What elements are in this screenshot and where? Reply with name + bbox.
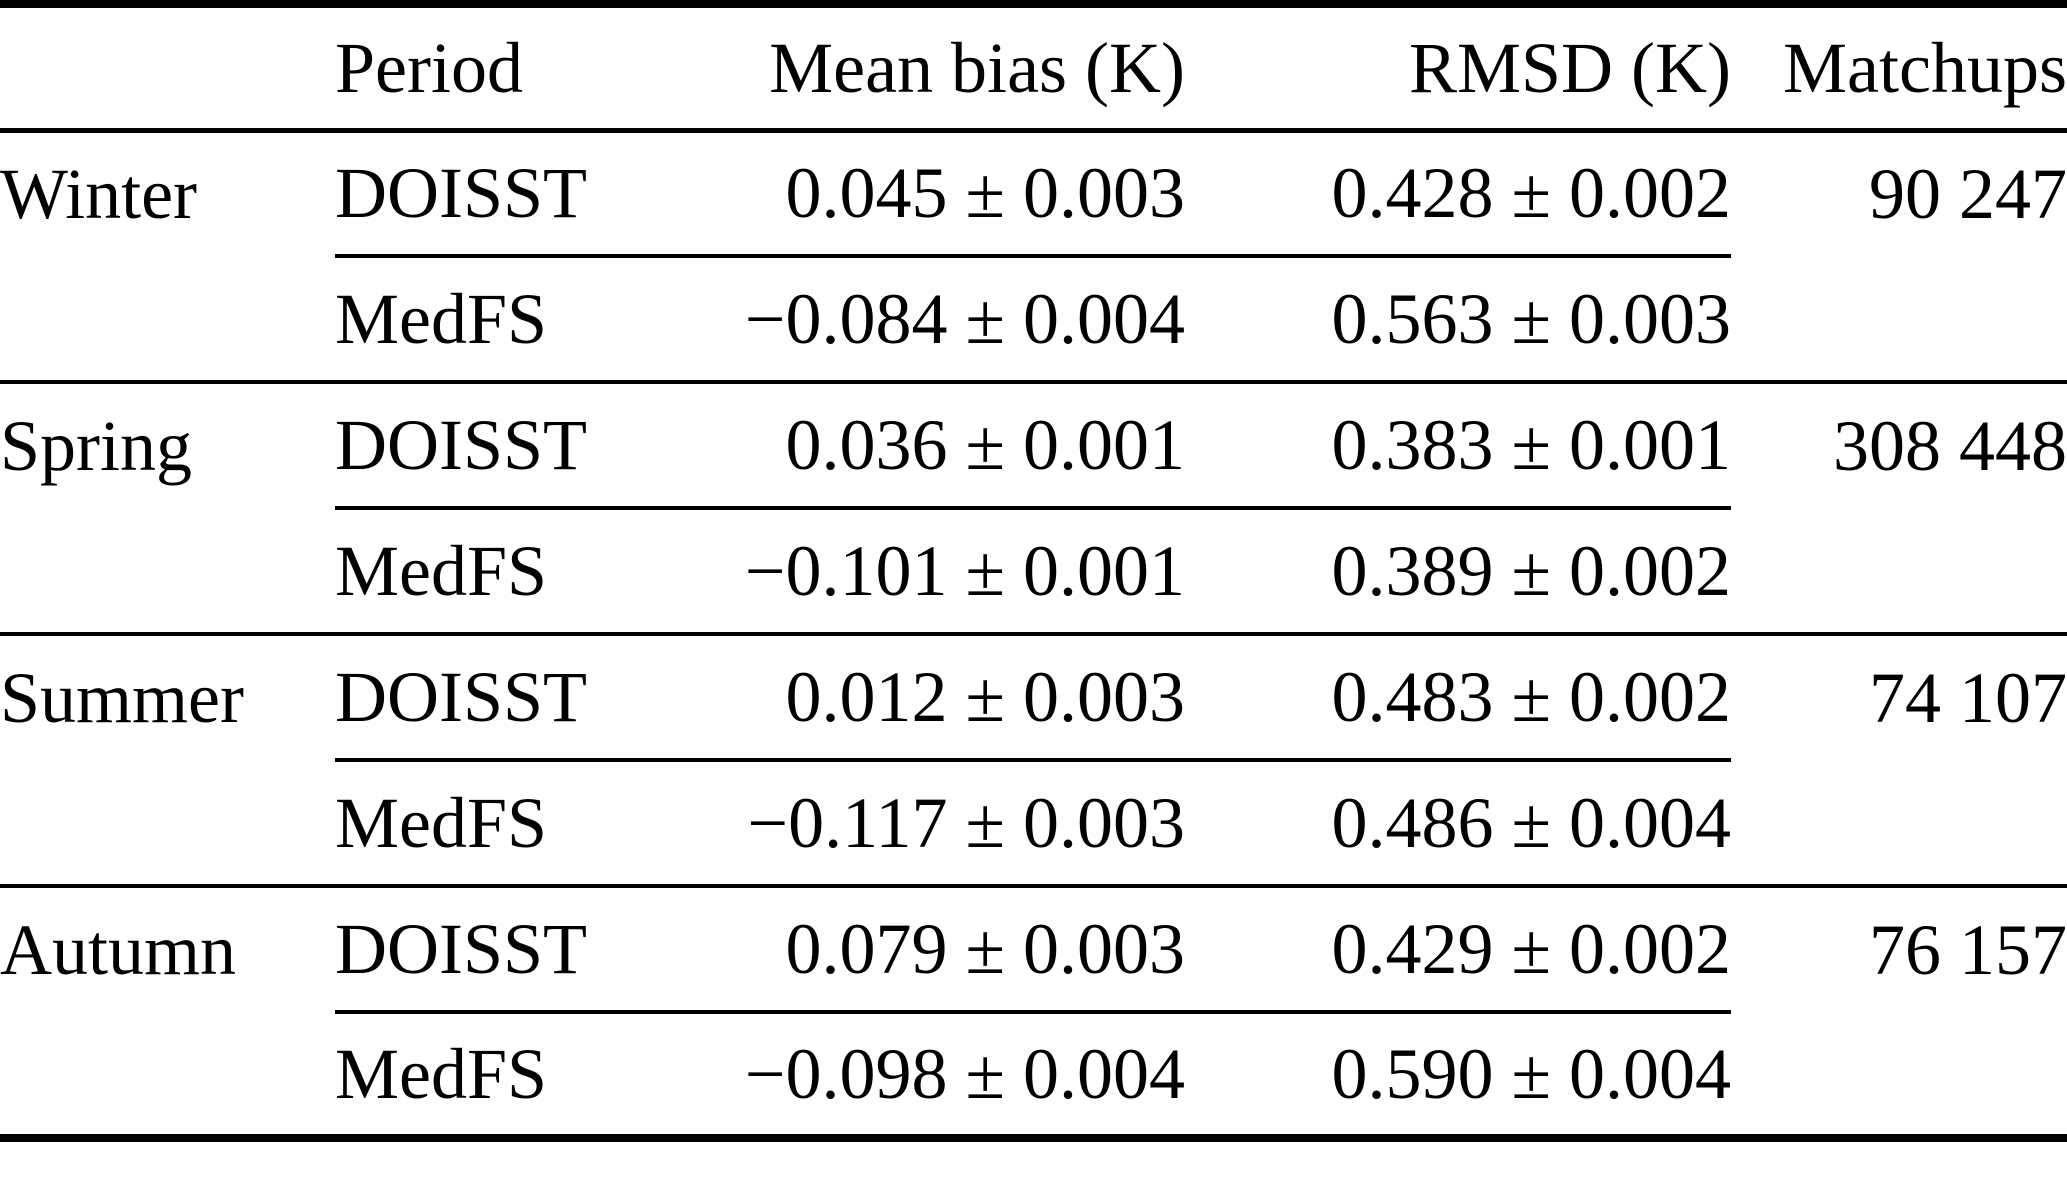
rmsd-value: 0.563 ± 0.003 [1185,256,1731,384]
table-row-spring-doisst: Spring DOISST 0.036 ± 0.001 0.383 ± 0.00… [0,382,2067,510]
season-spacer [0,760,335,888]
mean-bias-value: −0.098 ± 0.004 [744,1034,1185,1114]
rmsd-value: 0.428 ± 0.002 [1185,130,1731,258]
period-label: MedFS [335,1034,548,1114]
period-label: DOISST [335,634,700,762]
mean-bias-value: 0.036 ± 0.001 [700,382,1185,510]
season-label: Spring [0,406,193,486]
seasonal-stats-table: Period Mean bias (K) RMSD (K) Matchups W… [0,0,2067,1142]
mean-bias-value: −0.101 ± 0.001 [700,508,1185,636]
period-label: MedFS [335,256,700,384]
season-spacer [0,508,335,636]
header-cell-rmsd: RMSD (K) [1185,4,1731,133]
header-cell-matchups: Matchups [1731,4,2067,133]
header-cell-season [0,4,335,133]
table-row-spring-medfs: MedFS −0.101 ± 0.001 0.389 ± 0.002 [0,508,2067,636]
period-label: DOISST [335,382,700,510]
period-label: DOISST [335,130,700,258]
rmsd-value: 0.389 ± 0.002 [1185,508,1731,636]
mean-bias-value: 0.045 ± 0.003 [700,130,1185,258]
matchups-spacer [1731,1012,2067,1138]
matchups-value: 308 448 [1833,406,2067,486]
matchups-spacer [1731,760,2067,888]
table-header-row: Period Mean bias (K) RMSD (K) Matchups [0,4,2067,133]
season-spacer [0,256,335,384]
mean-bias-value: 0.012 ± 0.003 [700,634,1185,762]
season-label: Winter [0,154,198,235]
matchups-value: 76 157 [1869,910,2067,990]
season-spacer [0,1012,335,1138]
rmsd-value: 0.483 ± 0.002 [1185,634,1731,762]
season-label: Autumn [0,910,237,990]
period-label: DOISST [335,886,700,1014]
period-label: MedFS [335,760,700,888]
period-label: MedFS [335,508,700,636]
table-row-autumn-medfs: MedFS −0.098 ± 0.004 0.590 ± 0.004 [0,1012,2067,1138]
table-row-winter-doisst: Winter DOISST 0.045 ± 0.003 0.428 ± 0.00… [0,130,2067,258]
mean-bias-value: −0.084 ± 0.004 [700,256,1185,384]
rmsd-value: 0.590 ± 0.004 [1331,1034,1731,1114]
rmsd-value: 0.383 ± 0.001 [1185,382,1731,510]
matchups-spacer [1731,508,2067,636]
table-row-autumn-doisst: Autumn DOISST 0.079 ± 0.003 0.429 ± 0.00… [0,886,2067,1014]
table-row-winter-medfs: MedFS −0.084 ± 0.004 0.563 ± 0.003 [0,256,2067,384]
rmsd-value: 0.429 ± 0.002 [1185,886,1731,1014]
matchups-value: 90 247 [1869,154,2067,235]
season-label: Summer [0,658,244,738]
mean-bias-value: −0.117 ± 0.003 [700,760,1185,888]
table-row-summer-doisst: Summer DOISST 0.012 ± 0.003 0.483 ± 0.00… [0,634,2067,762]
mean-bias-value: 0.079 ± 0.003 [700,886,1185,1014]
rmsd-value: 0.486 ± 0.004 [1185,760,1731,888]
header-cell-mean-bias: Mean bias (K) [700,4,1185,133]
matchups-value: 74 107 [1869,658,2067,738]
header-cell-period: Period [335,4,700,133]
table-row-summer-medfs: MedFS −0.117 ± 0.003 0.486 ± 0.004 [0,760,2067,888]
matchups-spacer [1731,256,2067,384]
